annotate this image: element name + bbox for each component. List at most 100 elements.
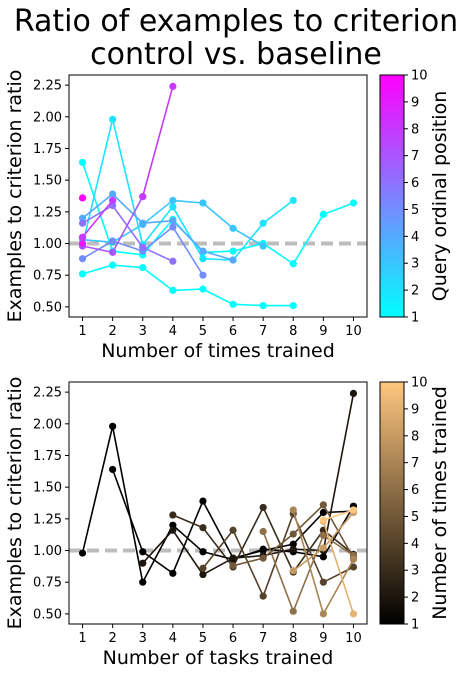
data-point [109,261,117,269]
y-tick-label: 1.00 [33,544,62,559]
data-point [199,548,207,556]
data-point [169,223,177,231]
data-point [289,530,297,538]
data-point [319,610,327,618]
series-line-5 [81,193,234,261]
series-line-9 [81,199,114,238]
data-point [78,239,87,248]
data-point [349,506,358,514]
colorbar-label: Number of times trained [429,386,451,620]
data-point [229,224,237,232]
data-point [139,243,147,251]
data-point [169,511,177,519]
colorbar-tick-label: 4 [411,537,419,552]
data-point [229,526,237,534]
y-axis-label: Examples to criterion ratio [4,70,26,323]
x-axis-label: Number of tasks trained [103,647,334,669]
data-point [349,563,358,571]
y-tick-label: 1.50 [33,174,62,189]
plot-frame [68,381,368,625]
bottom-chart: 1 2 3 4 5 6 7 8 9 10 0.50 0.75 1.00 1.25 1.50 1.75 2.00 2… [4,376,451,670]
y-tick-label: 2.25 [33,386,62,401]
data-point [319,531,327,539]
data-point [349,389,358,398]
data-point [319,578,327,586]
figure-title-line-2: control vs. baseline [90,37,382,72]
y-tick-label: 1.50 [33,481,62,496]
data-point [259,503,267,512]
data-point [169,257,177,265]
data-point [169,286,177,294]
series-line-4 [172,505,355,574]
data-point [229,300,237,308]
data-point [349,199,358,207]
data-point [199,271,207,279]
data-point [229,256,237,264]
data-point [169,203,177,211]
data-point [319,210,327,218]
data-point [78,158,87,167]
x-tick-label: 2 [109,631,117,646]
series-line-10 [141,86,174,197]
x-tick-label: 3 [139,324,147,339]
data-point [78,255,87,263]
y-tick-label: 1.00 [33,237,62,252]
data-point [289,301,297,310]
data-point [139,548,147,556]
x-tick-label: 1 [78,324,86,339]
x-tick-label: 6 [229,631,237,646]
x-tick-label: 7 [259,631,267,646]
data-point [259,219,267,227]
series-line-1 [81,162,354,265]
colorbar-tick-label: 7 [411,149,419,164]
series-line-5 [202,511,354,599]
x-tick-label: 1 [78,631,86,646]
data-point [289,260,297,268]
y-axis-label: Examples to criterion ratio [4,377,26,630]
x-tick-label: 5 [199,324,207,339]
data-point [109,237,117,245]
top-chart: 1 2 3 4 5 6 7 8 9 10 0.50 0.75 1.00 1.25 1.50 1.75 2.00 2… [4,69,451,363]
data-point [259,301,267,310]
data-point [229,247,237,255]
data-point [109,115,117,123]
data-point [289,545,297,553]
series-line-7 [262,531,354,614]
colorbar-tick-label: 5 [411,203,419,218]
data-point [349,610,358,618]
x-tick-label: 10 [345,324,362,339]
x-tick-label: 7 [259,324,267,339]
x-tick-label: 8 [289,324,297,339]
data-point [259,554,267,562]
colorbar-tick-label: 7 [411,456,419,471]
x-tick-label: 9 [319,324,327,339]
data-point [78,194,87,202]
colorbar-label: Query ordinal position [429,91,451,301]
y-tick-label: 1.75 [33,142,62,157]
data-point [78,219,87,227]
data-point [169,526,177,534]
colorbar-tick-label: 8 [411,122,419,137]
colorbar-tick-label: 9 [411,402,419,417]
data-point [349,555,358,563]
colorbar-tick-label: 6 [411,176,419,191]
colorbar-tick-label: 4 [411,230,419,245]
plot-frame [68,74,368,318]
y-tick-label: 0.50 [33,300,62,315]
data-point [109,465,117,474]
colorbar-tick-label: 6 [411,483,419,498]
data-point [169,569,177,577]
data-point [78,214,87,222]
colorbar-tick-label: 3 [411,257,419,272]
data-point [229,562,237,570]
series-line-2 [82,264,294,307]
x-tick-label: 8 [289,631,297,646]
x-tick-label: 9 [319,631,327,646]
data-point [199,524,207,532]
data-point [289,567,297,575]
data-point [259,527,267,536]
series-line-3 [81,119,294,261]
x-tick-label: 4 [169,324,177,339]
colorbar-tick-label: 1 [411,311,419,326]
y-tick-label: 0.75 [33,576,62,591]
